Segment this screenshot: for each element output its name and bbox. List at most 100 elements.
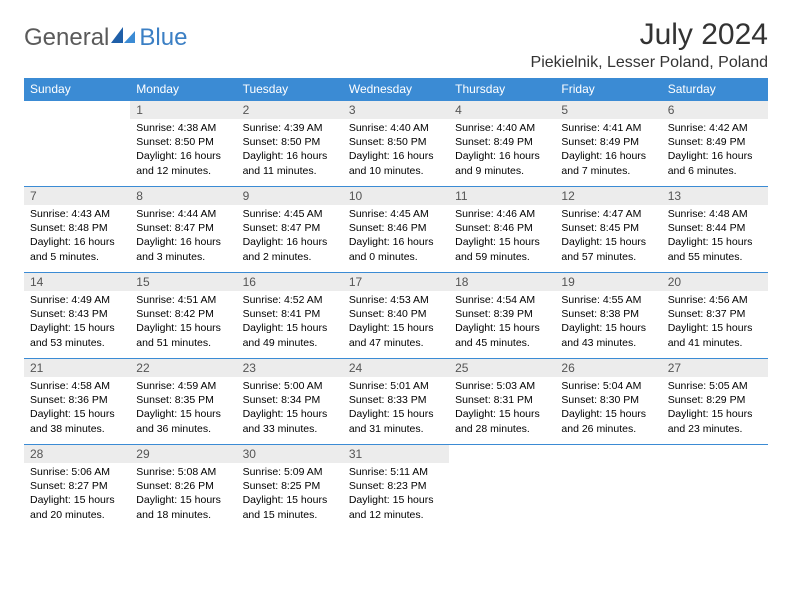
day-info: Sunrise: 5:04 AMSunset: 8:30 PMDaylight:… bbox=[555, 377, 661, 440]
brand-logo: General Blue bbox=[24, 24, 187, 52]
day-number: 22 bbox=[130, 359, 236, 377]
header: General Blue July 2024 Piekielnik, Lesse… bbox=[24, 18, 768, 72]
day-number: 13 bbox=[662, 187, 768, 205]
day-number: 30 bbox=[237, 445, 343, 463]
day-number: 27 bbox=[662, 359, 768, 377]
calendar-table: SundayMondayTuesdayWednesdayThursdayFrid… bbox=[24, 78, 768, 531]
day-info: Sunrise: 4:53 AMSunset: 8:40 PMDaylight:… bbox=[343, 291, 449, 354]
day-info: Sunrise: 4:41 AMSunset: 8:49 PMDaylight:… bbox=[555, 119, 661, 182]
day-number: 14 bbox=[24, 273, 130, 291]
calendar-cell: 18Sunrise: 4:54 AMSunset: 8:39 PMDayligh… bbox=[449, 273, 555, 359]
title-block: July 2024 Piekielnik, Lesser Poland, Pol… bbox=[531, 18, 768, 72]
calendar-cell: 21Sunrise: 4:58 AMSunset: 8:36 PMDayligh… bbox=[24, 359, 130, 445]
day-number: 6 bbox=[662, 101, 768, 119]
weekday-header: Wednesday bbox=[343, 78, 449, 101]
day-info: Sunrise: 5:05 AMSunset: 8:29 PMDaylight:… bbox=[662, 377, 768, 440]
calendar-cell: 27Sunrise: 5:05 AMSunset: 8:29 PMDayligh… bbox=[662, 359, 768, 445]
day-info: Sunrise: 4:46 AMSunset: 8:46 PMDaylight:… bbox=[449, 205, 555, 268]
day-number: 20 bbox=[662, 273, 768, 291]
calendar-cell: 17Sunrise: 4:53 AMSunset: 8:40 PMDayligh… bbox=[343, 273, 449, 359]
day-info: Sunrise: 4:45 AMSunset: 8:46 PMDaylight:… bbox=[343, 205, 449, 268]
calendar-cell: 14Sunrise: 4:49 AMSunset: 8:43 PMDayligh… bbox=[24, 273, 130, 359]
brand-sail-icon bbox=[111, 24, 137, 52]
day-info: Sunrise: 4:45 AMSunset: 8:47 PMDaylight:… bbox=[237, 205, 343, 268]
calendar-cell bbox=[555, 445, 661, 531]
day-number: 8 bbox=[130, 187, 236, 205]
day-number: 19 bbox=[555, 273, 661, 291]
calendar-cell: 2Sunrise: 4:39 AMSunset: 8:50 PMDaylight… bbox=[237, 101, 343, 187]
month-title: July 2024 bbox=[531, 18, 768, 52]
day-number: 11 bbox=[449, 187, 555, 205]
day-number: 10 bbox=[343, 187, 449, 205]
calendar-cell: 15Sunrise: 4:51 AMSunset: 8:42 PMDayligh… bbox=[130, 273, 236, 359]
calendar-cell: 3Sunrise: 4:40 AMSunset: 8:50 PMDaylight… bbox=[343, 101, 449, 187]
calendar-cell: 10Sunrise: 4:45 AMSunset: 8:46 PMDayligh… bbox=[343, 187, 449, 273]
day-info: Sunrise: 4:39 AMSunset: 8:50 PMDaylight:… bbox=[237, 119, 343, 182]
day-number: 29 bbox=[130, 445, 236, 463]
calendar-cell bbox=[662, 445, 768, 531]
weekday-header: Saturday bbox=[662, 78, 768, 101]
calendar-week-row: 14Sunrise: 4:49 AMSunset: 8:43 PMDayligh… bbox=[24, 273, 768, 359]
calendar-cell: 7Sunrise: 4:43 AMSunset: 8:48 PMDaylight… bbox=[24, 187, 130, 273]
calendar-cell: 12Sunrise: 4:47 AMSunset: 8:45 PMDayligh… bbox=[555, 187, 661, 273]
calendar-cell: 22Sunrise: 4:59 AMSunset: 8:35 PMDayligh… bbox=[130, 359, 236, 445]
day-info: Sunrise: 4:40 AMSunset: 8:49 PMDaylight:… bbox=[449, 119, 555, 182]
day-number: 7 bbox=[24, 187, 130, 205]
weekday-header: Tuesday bbox=[237, 78, 343, 101]
day-number: 24 bbox=[343, 359, 449, 377]
day-number: 4 bbox=[449, 101, 555, 119]
day-info: Sunrise: 4:48 AMSunset: 8:44 PMDaylight:… bbox=[662, 205, 768, 268]
brand-word-1: General bbox=[24, 24, 109, 52]
day-info: Sunrise: 4:58 AMSunset: 8:36 PMDaylight:… bbox=[24, 377, 130, 440]
day-number: 3 bbox=[343, 101, 449, 119]
calendar-cell: 30Sunrise: 5:09 AMSunset: 8:25 PMDayligh… bbox=[237, 445, 343, 531]
weekday-row: SundayMondayTuesdayWednesdayThursdayFrid… bbox=[24, 78, 768, 101]
calendar-cell: 4Sunrise: 4:40 AMSunset: 8:49 PMDaylight… bbox=[449, 101, 555, 187]
calendar-cell: 23Sunrise: 5:00 AMSunset: 8:34 PMDayligh… bbox=[237, 359, 343, 445]
calendar-week-row: 7Sunrise: 4:43 AMSunset: 8:48 PMDaylight… bbox=[24, 187, 768, 273]
day-info: Sunrise: 4:52 AMSunset: 8:41 PMDaylight:… bbox=[237, 291, 343, 354]
weekday-header: Sunday bbox=[24, 78, 130, 101]
calendar-week-row: 21Sunrise: 4:58 AMSunset: 8:36 PMDayligh… bbox=[24, 359, 768, 445]
day-info: Sunrise: 4:43 AMSunset: 8:48 PMDaylight:… bbox=[24, 205, 130, 268]
day-info: Sunrise: 4:56 AMSunset: 8:37 PMDaylight:… bbox=[662, 291, 768, 354]
calendar-cell: 26Sunrise: 5:04 AMSunset: 8:30 PMDayligh… bbox=[555, 359, 661, 445]
day-info: Sunrise: 5:01 AMSunset: 8:33 PMDaylight:… bbox=[343, 377, 449, 440]
calendar-cell: 8Sunrise: 4:44 AMSunset: 8:47 PMDaylight… bbox=[130, 187, 236, 273]
day-info: Sunrise: 5:11 AMSunset: 8:23 PMDaylight:… bbox=[343, 463, 449, 526]
day-info: Sunrise: 4:38 AMSunset: 8:50 PMDaylight:… bbox=[130, 119, 236, 182]
day-number: 31 bbox=[343, 445, 449, 463]
day-info: Sunrise: 5:00 AMSunset: 8:34 PMDaylight:… bbox=[237, 377, 343, 440]
day-info: Sunrise: 4:54 AMSunset: 8:39 PMDaylight:… bbox=[449, 291, 555, 354]
calendar-cell: 5Sunrise: 4:41 AMSunset: 8:49 PMDaylight… bbox=[555, 101, 661, 187]
calendar-cell: 16Sunrise: 4:52 AMSunset: 8:41 PMDayligh… bbox=[237, 273, 343, 359]
day-info: Sunrise: 4:55 AMSunset: 8:38 PMDaylight:… bbox=[555, 291, 661, 354]
calendar-cell: 20Sunrise: 4:56 AMSunset: 8:37 PMDayligh… bbox=[662, 273, 768, 359]
calendar-cell: 19Sunrise: 4:55 AMSunset: 8:38 PMDayligh… bbox=[555, 273, 661, 359]
weekday-header: Friday bbox=[555, 78, 661, 101]
day-info: Sunrise: 5:03 AMSunset: 8:31 PMDaylight:… bbox=[449, 377, 555, 440]
location-text: Piekielnik, Lesser Poland, Poland bbox=[531, 54, 768, 72]
day-number: 26 bbox=[555, 359, 661, 377]
day-info: Sunrise: 4:59 AMSunset: 8:35 PMDaylight:… bbox=[130, 377, 236, 440]
calendar-cell: 29Sunrise: 5:08 AMSunset: 8:26 PMDayligh… bbox=[130, 445, 236, 531]
day-number: 16 bbox=[237, 273, 343, 291]
weekday-header: Monday bbox=[130, 78, 236, 101]
day-number: 12 bbox=[555, 187, 661, 205]
calendar-cell: 9Sunrise: 4:45 AMSunset: 8:47 PMDaylight… bbox=[237, 187, 343, 273]
brand-word-2: Blue bbox=[139, 24, 187, 52]
calendar-cell: 11Sunrise: 4:46 AMSunset: 8:46 PMDayligh… bbox=[449, 187, 555, 273]
calendar-cell: 6Sunrise: 4:42 AMSunset: 8:49 PMDaylight… bbox=[662, 101, 768, 187]
day-number: 2 bbox=[237, 101, 343, 119]
day-number: 18 bbox=[449, 273, 555, 291]
calendar-cell bbox=[449, 445, 555, 531]
calendar-body: 1Sunrise: 4:38 AMSunset: 8:50 PMDaylight… bbox=[24, 101, 768, 531]
day-info: Sunrise: 4:42 AMSunset: 8:49 PMDaylight:… bbox=[662, 119, 768, 182]
day-info: Sunrise: 4:51 AMSunset: 8:42 PMDaylight:… bbox=[130, 291, 236, 354]
day-number: 15 bbox=[130, 273, 236, 291]
day-info: Sunrise: 4:49 AMSunset: 8:43 PMDaylight:… bbox=[24, 291, 130, 354]
day-number: 17 bbox=[343, 273, 449, 291]
day-info: Sunrise: 5:08 AMSunset: 8:26 PMDaylight:… bbox=[130, 463, 236, 526]
day-info: Sunrise: 5:09 AMSunset: 8:25 PMDaylight:… bbox=[237, 463, 343, 526]
day-info: Sunrise: 4:40 AMSunset: 8:50 PMDaylight:… bbox=[343, 119, 449, 182]
